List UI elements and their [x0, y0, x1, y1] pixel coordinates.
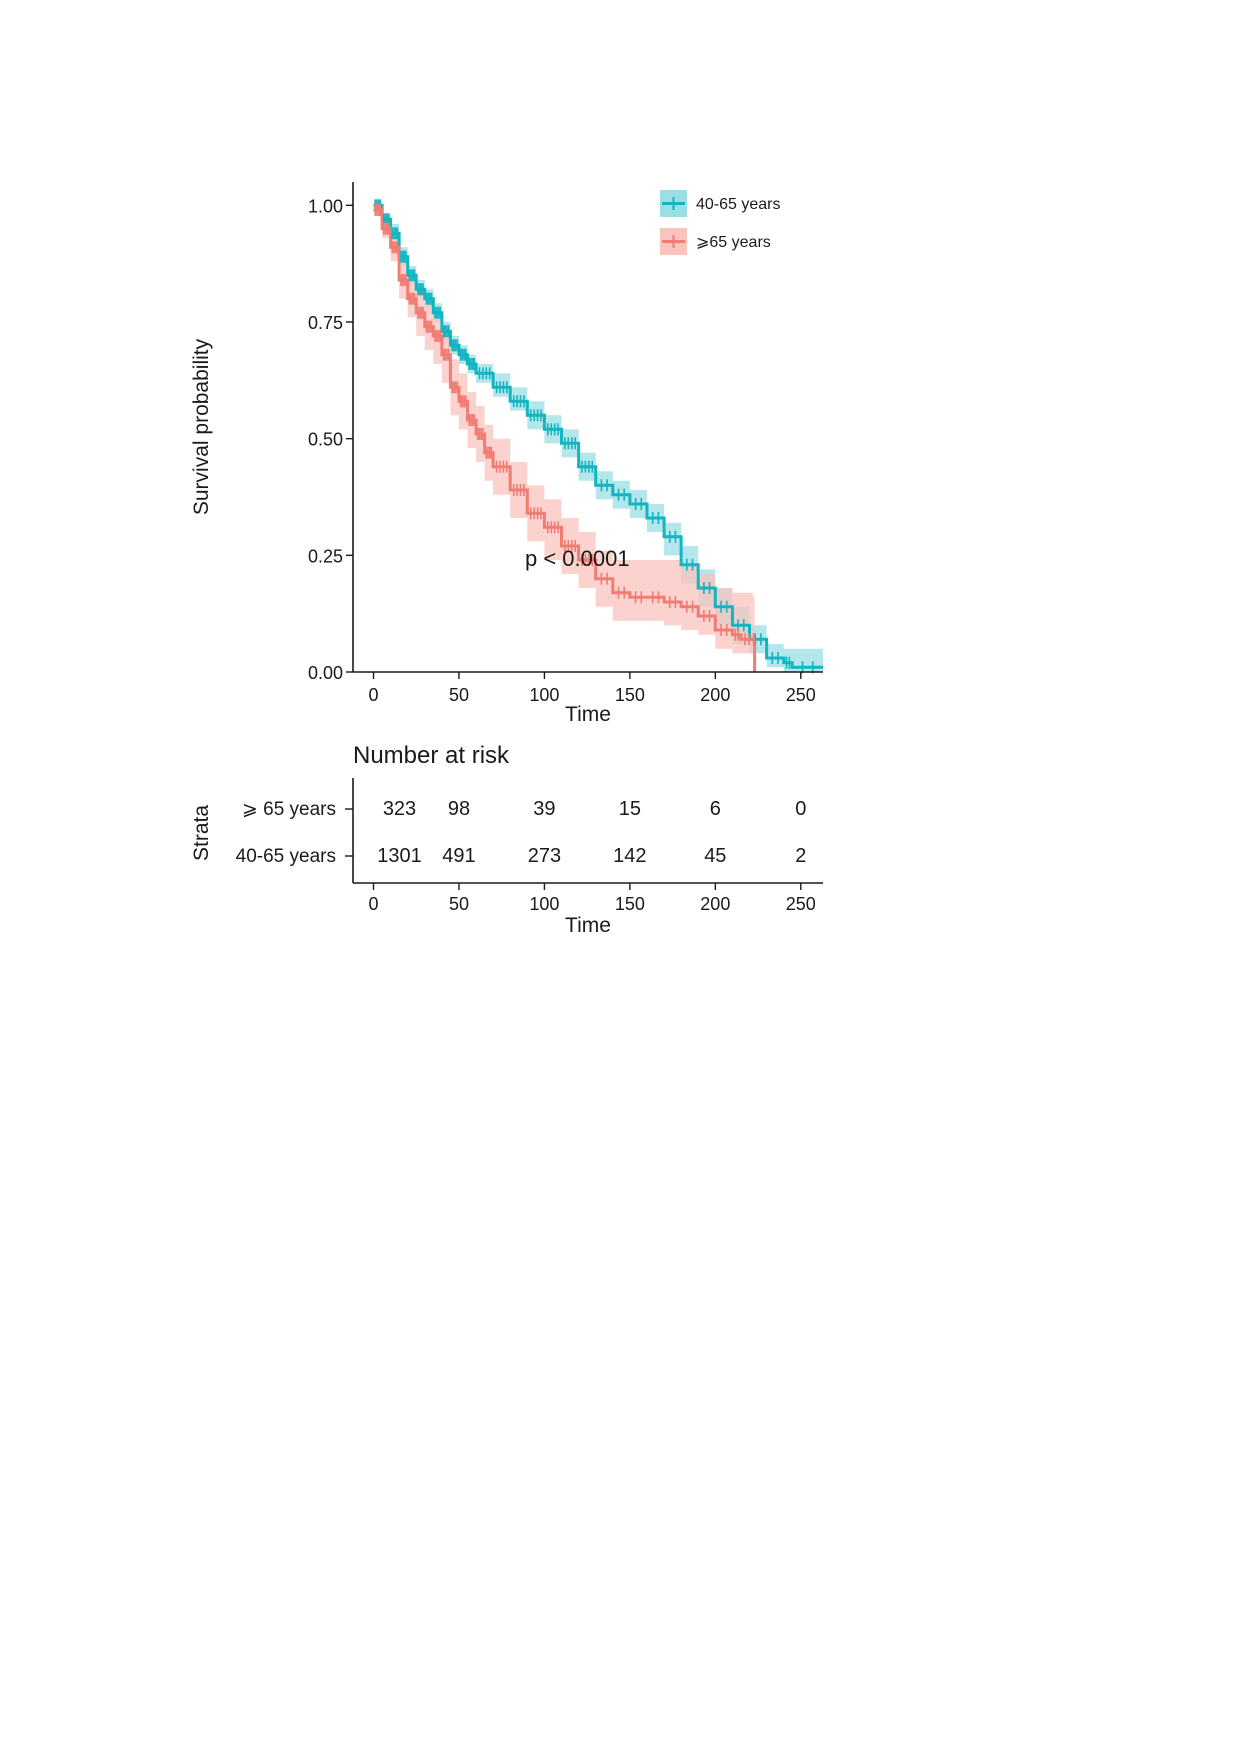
- legend-label-65plus: ⩾65 years: [696, 234, 771, 251]
- risk-numbers: 323 98 39 15 6 0 1301 491 273 142 45 2: [377, 798, 806, 867]
- risk-x-tick-label: 0: [369, 894, 379, 914]
- x-axis-title: Time: [565, 703, 611, 726]
- risk-x-axis-title: Time: [565, 914, 611, 937]
- x-tick-label: 50: [449, 685, 469, 705]
- censor-marks: [374, 199, 814, 674]
- survival-plot: 0.00 0.25 0.50 0.75 1.00 0 50 100 150 200 250 p <…: [190, 182, 823, 726]
- risk-number: 273: [528, 845, 561, 867]
- strata-label-40-65: 40-65 years: [236, 846, 336, 867]
- legend: 40-65 years ⩾65 years: [660, 190, 781, 255]
- x-tick-label: 200: [700, 685, 730, 705]
- x-tick-label: 0: [369, 685, 379, 705]
- risk-number: 15: [619, 798, 641, 820]
- x-tick-label: 100: [529, 685, 559, 705]
- y-tick-label: 0.25: [308, 546, 343, 566]
- confidence-bands: [373, 205, 823, 673]
- risk-number: 39: [533, 798, 555, 820]
- risk-number: 0: [795, 798, 806, 820]
- risk-x-tick-label: 150: [615, 894, 645, 914]
- legend-label-40-65: 40-65 years: [696, 196, 781, 213]
- risk-number: 491: [442, 845, 475, 867]
- risk-x-tick-label: 200: [700, 894, 730, 914]
- y-axis-ticks: 0.00 0.25 0.50 0.75 1.00: [308, 196, 353, 683]
- risk-x-tick-label: 100: [529, 894, 559, 914]
- risk-x-tick-label: 50: [449, 894, 469, 914]
- strata-label-65plus: ⩾ 65 years: [242, 799, 336, 820]
- risk-number: 2: [795, 845, 806, 867]
- risk-table-title: Number at risk: [353, 742, 510, 769]
- risk-table-strata-label: Strata: [190, 805, 213, 861]
- y-tick-label: 0.50: [308, 430, 343, 450]
- risk-table: Number at risk Strata ⩾ 65 years 40-65 y…: [190, 742, 823, 937]
- risk-number: 45: [704, 845, 726, 867]
- risk-number: 323: [383, 798, 416, 820]
- x-tick-label: 250: [786, 685, 816, 705]
- risk-number: 98: [448, 798, 470, 820]
- risk-number: 6: [710, 798, 721, 820]
- y-axis-title: Survival probability: [190, 338, 213, 515]
- x-tick-label: 150: [615, 685, 645, 705]
- y-tick-label: 1.00: [308, 196, 343, 216]
- risk-x-axis-ticks: 0 50 100 150 200 250: [369, 883, 816, 914]
- risk-x-tick-label: 250: [786, 894, 816, 914]
- y-tick-label: 0.75: [308, 313, 343, 333]
- x-axis-ticks: 0 50 100 150 200 250: [369, 672, 816, 705]
- survival-curve-1: [373, 208, 757, 672]
- p-value-label: p < 0.0001: [525, 546, 630, 571]
- y-tick-label: 0.00: [308, 663, 343, 683]
- risk-number: 142: [613, 845, 646, 867]
- risk-number: 1301: [377, 845, 422, 867]
